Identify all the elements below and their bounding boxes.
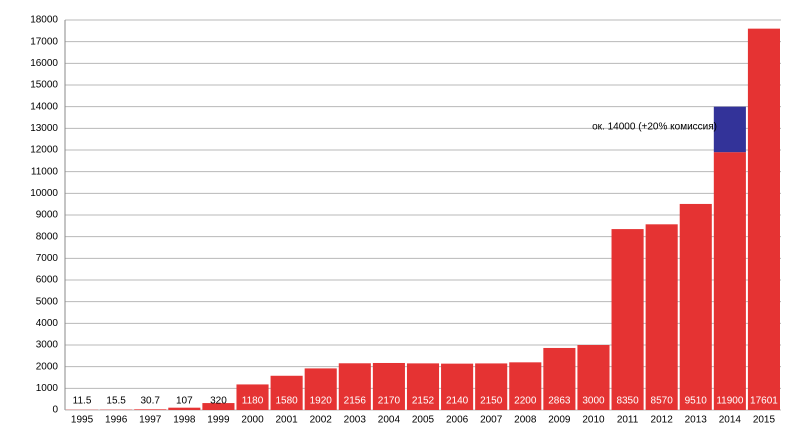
y-tick-label: 4000 bbox=[36, 318, 59, 329]
value-label: 2152 bbox=[412, 396, 435, 407]
bar bbox=[713, 152, 746, 410]
x-tick-label: 2011 bbox=[617, 415, 639, 426]
y-tick-label: 11000 bbox=[31, 166, 59, 177]
value-label: 8570 bbox=[651, 396, 674, 407]
x-tick-label: 1996 bbox=[105, 415, 128, 426]
bar bbox=[338, 363, 371, 410]
value-label: 9510 bbox=[685, 396, 708, 407]
y-tick-label: 5000 bbox=[36, 296, 59, 307]
value-label: 11900 bbox=[716, 396, 744, 407]
bar bbox=[679, 203, 712, 410]
x-tick-label: 2003 bbox=[344, 415, 367, 426]
x-tick-label: 1995 bbox=[71, 415, 94, 426]
bar bbox=[747, 28, 780, 411]
x-tick-label: 2001 bbox=[275, 415, 298, 426]
annotation: ок. 14000 (+20% комиссия) bbox=[592, 122, 717, 133]
x-tick-label: 2014 bbox=[719, 415, 742, 426]
y-tick-label: 0 bbox=[52, 405, 58, 416]
bar bbox=[577, 345, 610, 410]
bar bbox=[134, 409, 167, 410]
value-label: 17601 bbox=[750, 396, 778, 407]
bar bbox=[713, 106, 746, 153]
value-label: 2200 bbox=[514, 396, 537, 407]
y-tick-label: 14000 bbox=[30, 101, 58, 112]
bar bbox=[441, 363, 474, 410]
value-label: 3000 bbox=[582, 396, 605, 407]
y-tick-label: 16000 bbox=[30, 58, 58, 69]
value-label: 2156 bbox=[344, 396, 367, 407]
bar bbox=[236, 384, 269, 410]
value-label: 320 bbox=[210, 396, 227, 407]
bar bbox=[372, 362, 405, 410]
value-label: 2150 bbox=[480, 396, 503, 407]
x-tick-label: 2015 bbox=[753, 415, 776, 426]
y-tick-label: 12000 bbox=[30, 145, 58, 156]
y-tick-label: 7000 bbox=[36, 253, 59, 264]
bar bbox=[406, 363, 440, 410]
bar bbox=[645, 224, 678, 410]
bar bbox=[202, 403, 235, 410]
y-tick-label: 8000 bbox=[36, 231, 59, 242]
x-tick-label: 2013 bbox=[685, 415, 708, 426]
x-tick-label: 2000 bbox=[241, 415, 264, 426]
x-tick-label: 2007 bbox=[480, 415, 503, 426]
x-tick-label: 2008 bbox=[514, 415, 537, 426]
value-label: 2140 bbox=[446, 396, 469, 407]
y-tick-label: 6000 bbox=[36, 275, 59, 286]
y-tick-label: 3000 bbox=[36, 340, 59, 351]
y-tick-label: 1000 bbox=[36, 383, 59, 394]
bar bbox=[611, 229, 644, 410]
value-label: 11.5 bbox=[73, 396, 92, 407]
x-tick-label: 2006 bbox=[446, 415, 469, 426]
bar bbox=[270, 375, 303, 410]
bar bbox=[509, 362, 542, 410]
x-tick-label: 2005 bbox=[412, 415, 435, 426]
value-label: 2170 bbox=[378, 396, 401, 407]
value-label: 30.7 bbox=[141, 396, 161, 407]
y-tick-label: 10000 bbox=[30, 188, 58, 199]
x-tick-label: 2002 bbox=[310, 415, 333, 426]
x-tick-label: 2012 bbox=[651, 415, 674, 426]
x-tick-label: 1999 bbox=[207, 415, 230, 426]
x-tick-label: 1998 bbox=[173, 415, 196, 426]
value-label: 8350 bbox=[616, 396, 639, 407]
bar bbox=[475, 363, 508, 410]
y-tick-label: 9000 bbox=[36, 210, 59, 221]
value-label: 1580 bbox=[275, 396, 298, 407]
bar bbox=[304, 368, 337, 410]
y-tick-label: 2000 bbox=[36, 361, 59, 372]
value-label: 1920 bbox=[310, 396, 333, 407]
y-tick-label: 15000 bbox=[30, 80, 58, 91]
y-tick-label: 17000 bbox=[30, 36, 58, 47]
x-tick-label: 2010 bbox=[582, 415, 605, 426]
y-tick-label: 18000 bbox=[30, 15, 58, 26]
value-label: 2863 bbox=[548, 396, 571, 407]
x-tick-label: 2004 bbox=[378, 415, 401, 426]
bar bbox=[543, 347, 576, 410]
value-label: 107 bbox=[176, 396, 193, 407]
value-label: 15.5 bbox=[106, 396, 126, 407]
bar bbox=[168, 407, 201, 410]
y-tick-label: 13000 bbox=[30, 123, 58, 134]
x-tick-label: 1997 bbox=[139, 415, 162, 426]
value-label: 1180 bbox=[242, 396, 264, 407]
x-tick-label: 2009 bbox=[548, 415, 571, 426]
